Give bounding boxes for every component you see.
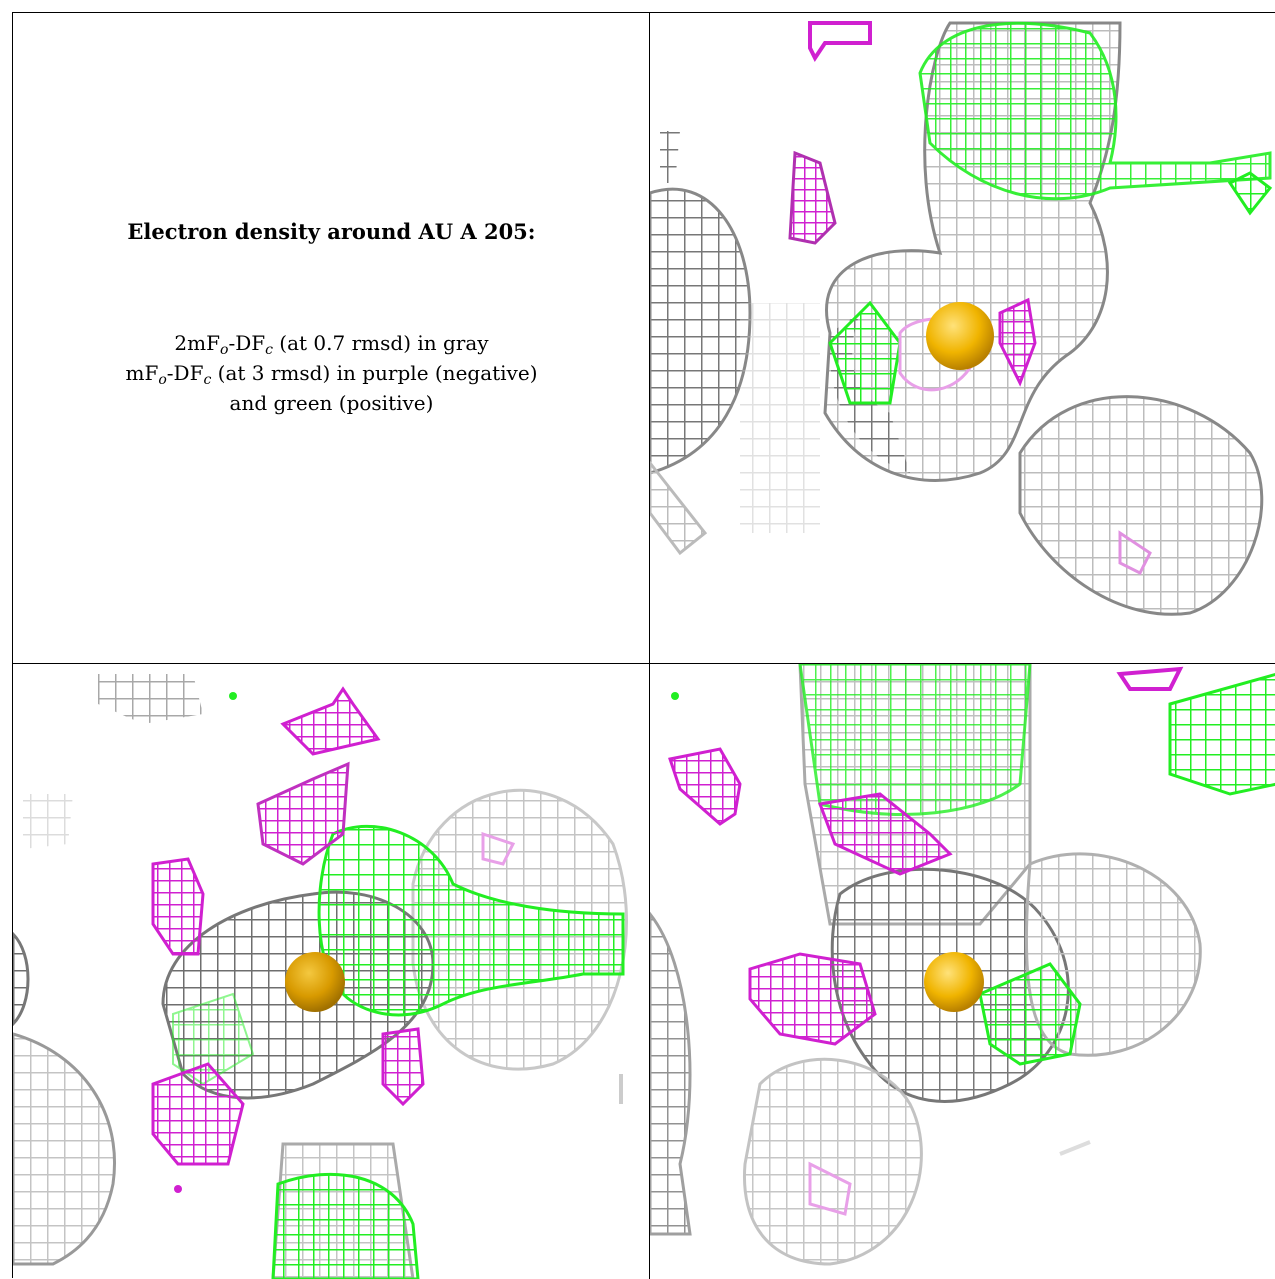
gold-atom-3 [924,952,984,1012]
density-view-2 [13,664,650,1279]
figure-grid: Electron density around AU A 205: 2mFo-D… [12,12,1275,1279]
density-view-1 [650,13,1275,664]
gold-atom-1 [926,302,994,370]
legend-line-2fo: 2mFo-DFc (at 0.7 rmsd) in gray [174,331,489,358]
caption-title: Electron density around AU A 205: [127,219,536,244]
density-view-3-svg [650,664,1275,1266]
caption-legend: 2mFo-DFc (at 0.7 rmsd) in gray mFo-DFc (… [13,328,649,418]
legend-line-colors: and green (positive) [229,391,434,415]
caption-cell: Electron density around AU A 205: 2mFo-D… [13,13,650,664]
gold-atom-2 [285,952,345,1012]
density-view-3 [650,664,1275,1279]
density-view-1-svg [650,21,1273,616]
legend-line-fo: mFo-DFc (at 3 rmsd) in purple (negative) [125,361,538,388]
density-view-2-svg [13,674,628,1279]
